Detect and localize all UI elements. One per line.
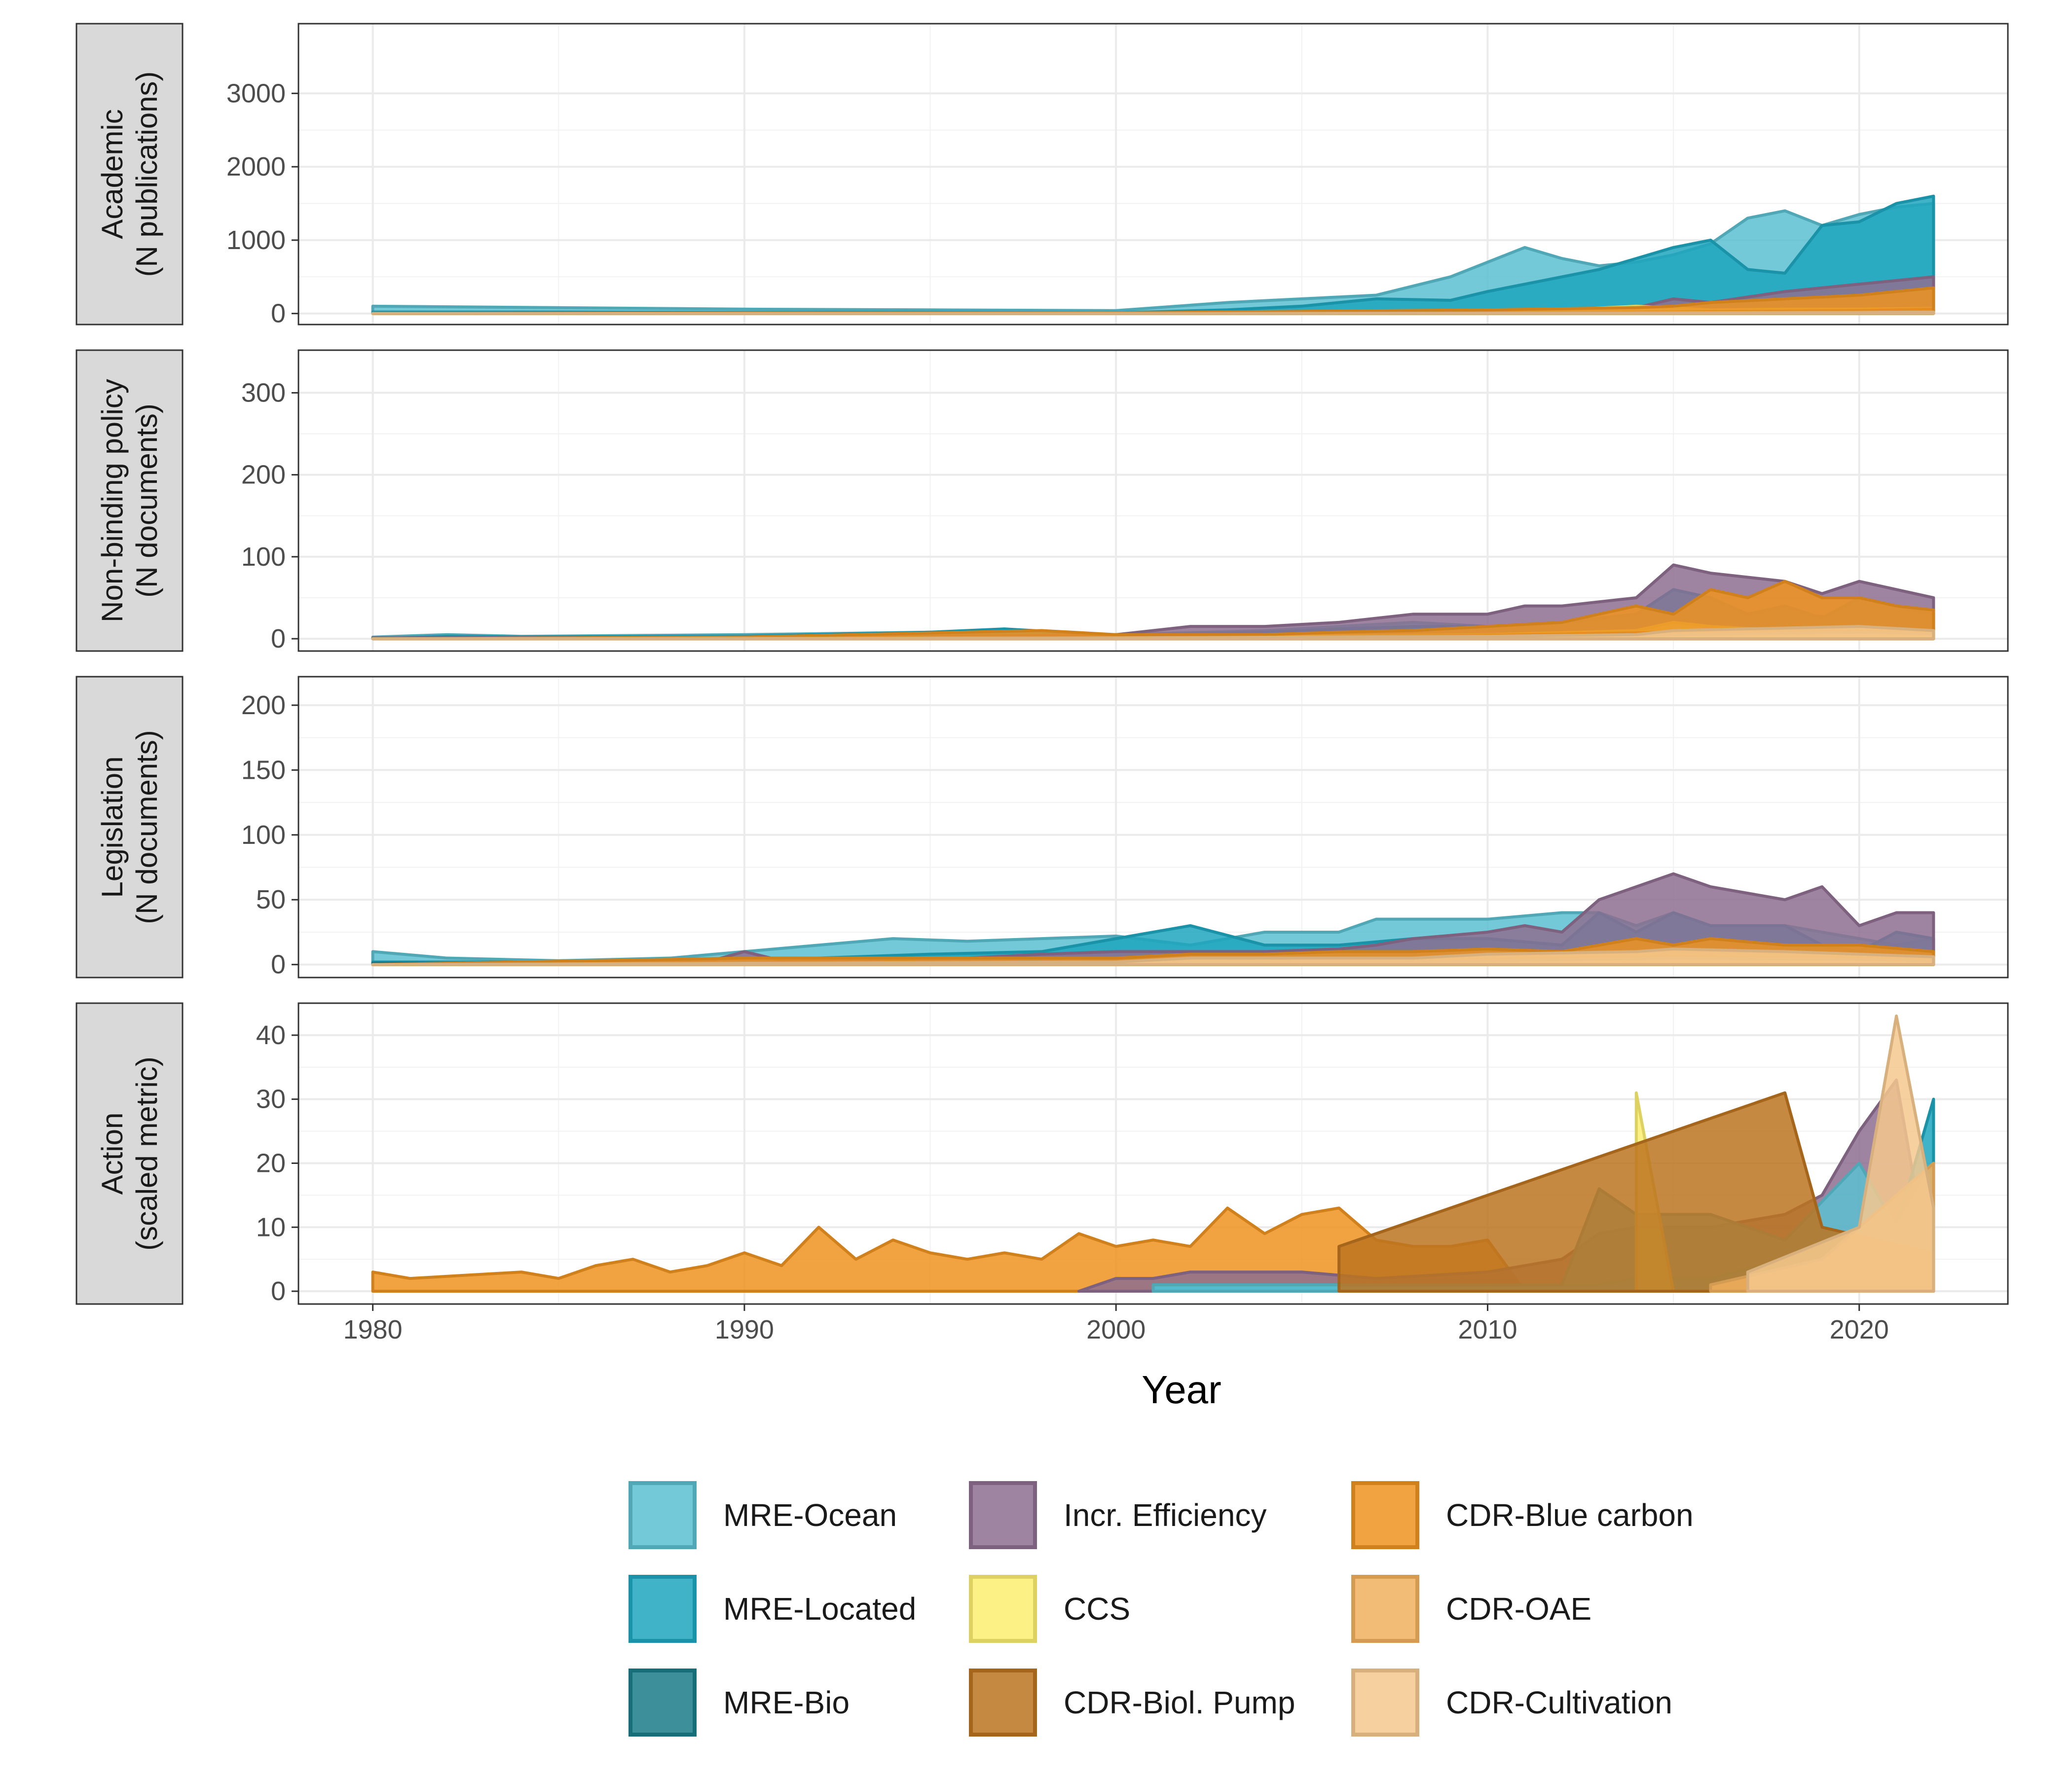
facet-strip-label: Action bbox=[96, 1113, 129, 1195]
legend-key bbox=[1351, 1575, 1419, 1643]
facet-strip-label: Non-binding policy bbox=[96, 379, 129, 622]
facet-strip-academic: Academic (N publications) bbox=[75, 23, 184, 326]
facet-strip-label: (N documents) bbox=[130, 403, 163, 597]
facet-strip-label: Legislation bbox=[96, 757, 129, 898]
gridlines bbox=[298, 350, 2008, 651]
y-tick-label: 100 bbox=[241, 542, 286, 572]
series-layer bbox=[371, 563, 1935, 641]
series-area-cdr-cultivation bbox=[371, 947, 1935, 966]
panel-action: Action (scaled metric) 0 10 20 30 40 bbox=[75, 1002, 2009, 1306]
panel-border bbox=[297, 23, 2009, 326]
y-axis-nonbinding: 0 100 200 300 bbox=[241, 378, 298, 653]
y-axis-action: 0 10 20 30 40 bbox=[256, 1020, 298, 1306]
legend-item-cdr-biol-pump: CDR-Biol. Pump bbox=[969, 1669, 1295, 1737]
legend-key bbox=[969, 1481, 1037, 1549]
y-axis-legislation: 0 50 100 150 200 bbox=[241, 690, 298, 980]
y-tick-label: 10 bbox=[256, 1212, 286, 1242]
panel-border bbox=[297, 349, 2009, 652]
series-layer bbox=[371, 194, 1935, 315]
legend: MRE-Ocean MRE-Located MRE-Bio Incr. Efficie… bbox=[629, 1481, 1694, 1737]
x-axis-title: Year bbox=[1142, 1368, 1221, 1412]
legend-label: CDR-Cultivation bbox=[1446, 1685, 1672, 1720]
legend-label: CDR-OAE bbox=[1446, 1591, 1591, 1627]
panel-academic: Academic (N publications) 0 1000 2000 3000 bbox=[75, 23, 2009, 328]
y-tick-label: 0 bbox=[271, 950, 286, 980]
legend-label: CDR-Blue carbon bbox=[1446, 1497, 1694, 1533]
facet-strip-label: (N publications) bbox=[130, 72, 163, 277]
legend-key bbox=[629, 1481, 697, 1549]
y-tick-label: 100 bbox=[241, 820, 286, 850]
x-tick-label: 1990 bbox=[715, 1315, 774, 1344]
y-tick-label: 0 bbox=[271, 299, 286, 328]
series-area-cdr-cultivation bbox=[371, 310, 1935, 315]
panel-border bbox=[297, 676, 2009, 979]
legend-item-mre-bio: MRE-Bio bbox=[629, 1669, 850, 1737]
y-tick-label: 50 bbox=[256, 885, 286, 914]
y-tick-label: 0 bbox=[271, 1276, 286, 1306]
facet-strip-label: Academic bbox=[96, 109, 129, 239]
facet-strip-label: (N documents) bbox=[130, 730, 163, 924]
legend-key bbox=[629, 1575, 697, 1643]
facet-strip-action: Action (scaled metric) bbox=[75, 1002, 184, 1305]
series-area-cdr-blue-carbon bbox=[371, 580, 1935, 641]
facet-strip-nonbinding: Non-binding policy (N documents) bbox=[75, 349, 184, 652]
legend-label: MRE-Ocean bbox=[723, 1497, 897, 1533]
y-tick-label: 150 bbox=[241, 755, 286, 785]
y-tick-label: 2000 bbox=[226, 152, 286, 181]
series-area-incr-efficiency bbox=[371, 563, 1935, 641]
facet-strip-legislation: Legislation (N documents) bbox=[75, 676, 184, 979]
legend-item-cdr-cultivation: CDR-Cultivation bbox=[1351, 1669, 1672, 1737]
panel-nonbinding: Non-binding policy (N documents) 0 100 200 30… bbox=[75, 349, 2009, 653]
facet-strip-label: (scaled metric) bbox=[130, 1056, 163, 1250]
legend-label: Incr. Efficiency bbox=[1064, 1497, 1266, 1533]
series-layer bbox=[371, 872, 1935, 966]
panel-legislation: Legislation (N documents) 0 50 100 150 200 bbox=[75, 676, 2009, 980]
panel-border bbox=[297, 1002, 2009, 1305]
x-tick-label: 1980 bbox=[343, 1315, 403, 1344]
series-area-cdr-blue-carbon bbox=[371, 286, 1935, 315]
legend-item-ccs: CCS bbox=[969, 1575, 1130, 1643]
legend-key bbox=[1351, 1481, 1419, 1549]
y-tick-label: 200 bbox=[241, 690, 286, 720]
series-area-cdr-cultivation bbox=[1746, 1014, 1935, 1293]
legend-item-mre-located: MRE-Located bbox=[629, 1575, 916, 1643]
legend-key bbox=[969, 1669, 1037, 1737]
series-layer bbox=[371, 1014, 1935, 1293]
legend-label: CDR-Biol. Pump bbox=[1064, 1685, 1295, 1720]
legend-item-incr-efficiency: Incr. Efficiency bbox=[969, 1481, 1266, 1549]
legend-label: CCS bbox=[1064, 1591, 1130, 1627]
legend-key bbox=[1351, 1669, 1419, 1737]
y-tick-label: 0 bbox=[271, 624, 286, 653]
legend-key bbox=[629, 1669, 697, 1737]
legend-label: MRE-Bio bbox=[723, 1685, 850, 1720]
y-tick-label: 1000 bbox=[226, 225, 286, 255]
x-tick-label: 2010 bbox=[1458, 1315, 1517, 1344]
y-tick-label: 300 bbox=[241, 378, 286, 407]
y-tick-label: 30 bbox=[256, 1085, 286, 1114]
y-tick-label: 20 bbox=[256, 1148, 286, 1178]
legend-item-cdr-oae: CDR-OAE bbox=[1351, 1575, 1591, 1643]
legend-key bbox=[969, 1575, 1037, 1643]
y-axis-academic: 0 1000 2000 3000 bbox=[226, 78, 298, 328]
y-tick-label: 200 bbox=[241, 460, 286, 490]
legend-item-mre-ocean: MRE-Ocean bbox=[629, 1481, 897, 1549]
x-tick-label: 2000 bbox=[1086, 1315, 1146, 1344]
legend-item-cdr-blue-carbon: CDR-Blue carbon bbox=[1351, 1481, 1694, 1549]
y-tick-label: 40 bbox=[256, 1020, 286, 1050]
legend-label: MRE-Located bbox=[723, 1591, 916, 1627]
series-area-cdr-cultivation bbox=[371, 625, 1935, 641]
y-tick-label: 3000 bbox=[226, 78, 286, 108]
x-tick-label: 2020 bbox=[1830, 1315, 1889, 1344]
